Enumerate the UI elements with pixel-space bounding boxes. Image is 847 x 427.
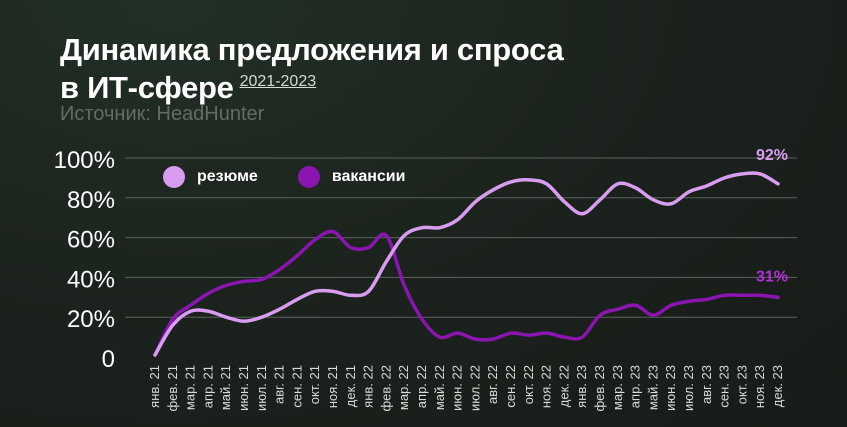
x-tick-label: май. 22 bbox=[432, 365, 447, 410]
y-tick-label: 20% bbox=[67, 306, 115, 333]
y-tick-label: 80% bbox=[67, 187, 115, 214]
legend-item-vacancies[interactable]: вакансии bbox=[297, 166, 406, 188]
series-line-resume bbox=[153, 171, 780, 357]
y-tick-label: 60% bbox=[67, 227, 115, 254]
x-tick-label: сен. 22 bbox=[503, 365, 518, 408]
y-tick-label: 0 bbox=[102, 346, 115, 373]
x-tick-label: сен. 21 bbox=[289, 365, 304, 408]
x-tick-label: сен. 23 bbox=[717, 365, 732, 408]
x-tick-label: авг. 22 bbox=[485, 365, 500, 404]
x-tick-label: окт. 23 bbox=[734, 365, 749, 404]
legend-item-resume[interactable]: резюме bbox=[163, 166, 258, 188]
y-tick-label: 40% bbox=[67, 266, 115, 293]
title-line-2-text: в ИТ-сфере bbox=[60, 70, 234, 105]
x-tick-label: июн. 22 bbox=[450, 365, 465, 411]
x-tick-label: окт. 21 bbox=[307, 365, 322, 404]
x-tick-label: июл. 22 bbox=[467, 365, 482, 411]
legend-label-vacancies: вакансии bbox=[331, 168, 406, 185]
x-tick-label: ноя. 22 bbox=[539, 365, 554, 408]
x-tick-label: мар. 23 bbox=[610, 365, 625, 410]
x-tick-label: авг. 23 bbox=[699, 365, 714, 404]
x-tick-label: мар. 22 bbox=[396, 365, 411, 410]
source-caption: Источник: HeadHunter bbox=[60, 103, 265, 125]
grid-lines bbox=[125, 157, 797, 318]
x-tick-label: дек. 22 bbox=[556, 365, 571, 407]
annotation-resume: 92% bbox=[756, 147, 788, 164]
legend-dot-resume bbox=[163, 166, 185, 188]
x-tick-label: июл. 21 bbox=[254, 365, 269, 411]
x-tick-label: май. 21 bbox=[218, 365, 233, 410]
x-tick-label: янв. 22 bbox=[361, 365, 376, 408]
x-tick-label: дек. 21 bbox=[343, 365, 358, 407]
x-tick-label: апр. 21 bbox=[200, 365, 215, 408]
chart-title: Динамика предложения и спроса в ИТ-сфере… bbox=[60, 32, 564, 104]
x-axis-ticks: янв. 21 фев. 21 мар. 21 апр. 21 май. 21 июн. … bbox=[147, 365, 785, 412]
x-tick-label: июн. 21 bbox=[236, 365, 251, 411]
x-tick-label: мар. 21 bbox=[183, 365, 198, 410]
y-axis-ticks: 0 20% 40% 60% 80% 100% bbox=[54, 147, 115, 373]
x-tick-label: ноя. 21 bbox=[325, 365, 340, 408]
y-tick-label: 100% bbox=[54, 147, 115, 174]
title-line-1: Динамика предложения и спроса bbox=[60, 32, 564, 67]
x-tick-label: фев. 23 bbox=[592, 365, 607, 412]
x-tick-label: янв. 21 bbox=[147, 365, 162, 408]
x-tick-label: фев. 22 bbox=[378, 365, 393, 412]
x-tick-label: дек. 23 bbox=[770, 365, 785, 407]
series-line-vacancies bbox=[153, 229, 780, 357]
legend: резюме вакансии bbox=[163, 166, 445, 188]
x-tick-label: апр. 23 bbox=[628, 365, 643, 408]
end-annotations: 92% 31% bbox=[756, 147, 788, 285]
legend-label-resume: резюме bbox=[197, 168, 258, 185]
x-tick-label: май. 23 bbox=[645, 365, 660, 410]
x-tick-label: фев. 21 bbox=[165, 365, 180, 412]
x-tick-label: ноя. 23 bbox=[752, 365, 767, 408]
series-lines bbox=[153, 171, 780, 357]
x-tick-label: авг. 21 bbox=[272, 365, 287, 404]
x-tick-label: апр. 22 bbox=[414, 365, 429, 408]
legend-dot-vacancies bbox=[297, 166, 320, 188]
x-tick-label: июн. 23 bbox=[663, 365, 678, 411]
x-tick-label: июл. 23 bbox=[681, 365, 696, 411]
x-tick-label: окт. 22 bbox=[521, 365, 536, 404]
title-line-2: в ИТ-сфере 2021-2023 bbox=[60, 66, 563, 104]
x-tick-label: янв. 23 bbox=[574, 365, 589, 408]
years-link[interactable]: 2021-2023 bbox=[239, 73, 317, 90]
annotation-vacancies: 31% bbox=[756, 268, 788, 285]
